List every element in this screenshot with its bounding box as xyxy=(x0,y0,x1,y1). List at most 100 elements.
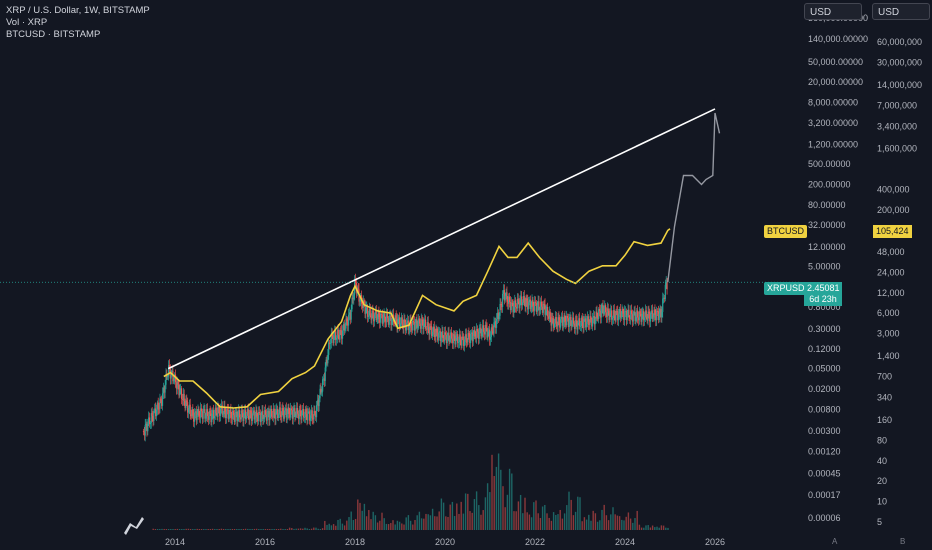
candle-body xyxy=(576,320,578,330)
volume-bar xyxy=(319,529,322,530)
volume-bar xyxy=(414,520,416,530)
candle-body xyxy=(502,290,505,294)
volume-bar xyxy=(192,529,194,530)
candle-body xyxy=(307,411,309,421)
candle-body xyxy=(548,311,550,319)
volume-bar xyxy=(394,524,396,530)
candle-body xyxy=(411,326,413,331)
candle-body xyxy=(605,305,607,313)
candle-body xyxy=(298,409,300,419)
candle-body xyxy=(216,413,218,418)
candle-body xyxy=(206,409,208,416)
candle-body xyxy=(640,313,642,322)
candle-body xyxy=(386,313,389,319)
candle-body xyxy=(238,410,240,417)
trendline xyxy=(167,108,716,370)
candle-body xyxy=(433,326,435,335)
volume-bar xyxy=(574,511,577,530)
candle-body xyxy=(347,314,350,326)
right-axis-label: 5 xyxy=(877,517,882,527)
candle-body xyxy=(546,306,548,311)
candle-body xyxy=(643,311,645,321)
volume-bar xyxy=(313,527,315,530)
left-axis-label: 200.00000 xyxy=(808,179,851,189)
candle-body xyxy=(237,416,239,421)
candle-body xyxy=(624,311,626,321)
candle-body xyxy=(540,301,542,310)
volume-bar xyxy=(486,483,489,530)
volume-bar xyxy=(381,512,383,530)
candle-body xyxy=(551,318,553,326)
candle-body xyxy=(395,315,397,320)
right-axis-label: 20 xyxy=(877,476,887,486)
candle-body xyxy=(650,310,653,315)
candle-body xyxy=(285,408,287,418)
right-axis-label: 400,000 xyxy=(877,185,910,195)
legend-symbol[interactable]: XRP / U.S. Dollar, 1W, BITSTAMP xyxy=(6,5,150,16)
legend-compare[interactable]: BTCUSD · BITSTAMP xyxy=(6,29,101,40)
candle-body xyxy=(143,431,145,436)
volume-bar xyxy=(354,518,357,530)
candle-body xyxy=(380,313,382,323)
volume-bar xyxy=(493,476,495,530)
candle-body xyxy=(196,414,198,421)
candle-body xyxy=(328,342,330,355)
volume-bar xyxy=(480,514,482,530)
volume-bar xyxy=(658,527,660,530)
candle-body xyxy=(282,408,284,411)
auto-scale-toggle[interactable]: A xyxy=(832,537,838,546)
candle-body xyxy=(228,413,230,420)
candle-body xyxy=(415,319,417,324)
candle-body xyxy=(508,296,511,302)
volume-bar xyxy=(181,529,183,530)
volume-bar xyxy=(500,469,502,530)
candle-body xyxy=(344,328,346,331)
left-price-axis: 360,000.00000140,000.0000050,000.0000020… xyxy=(808,13,868,523)
candle-body xyxy=(439,331,441,341)
candle-body xyxy=(376,318,378,321)
candle-body xyxy=(595,311,597,319)
volume-bar xyxy=(484,497,487,530)
left-currency-button[interactable]: USD xyxy=(804,3,862,20)
volume-bar xyxy=(409,520,412,530)
candle-body xyxy=(628,309,630,318)
volume-bar xyxy=(535,500,537,530)
volume-bar xyxy=(374,515,377,530)
right-currency-button[interactable]: USD xyxy=(872,3,930,20)
candle-body xyxy=(471,332,473,342)
candle-body xyxy=(397,318,399,327)
candle-body xyxy=(625,310,627,321)
candle-body xyxy=(262,410,264,420)
candle-body xyxy=(571,324,573,327)
volume-bar xyxy=(288,527,291,530)
candle-body xyxy=(265,414,267,421)
candle-body xyxy=(624,310,627,312)
candle-body xyxy=(457,342,460,343)
candle-body xyxy=(403,319,405,328)
volume-bar xyxy=(550,520,553,530)
candle-body xyxy=(337,329,339,336)
candle-body xyxy=(550,317,552,326)
legend-volume[interactable]: Vol · XRP xyxy=(6,17,48,28)
candle-body xyxy=(258,411,261,414)
volume-bar xyxy=(667,527,669,530)
right-scale-toggle[interactable]: B xyxy=(900,537,906,546)
candle-body xyxy=(544,304,546,315)
candle-body xyxy=(647,311,649,321)
volume-bar xyxy=(453,516,456,530)
left-axis-label: 0.00800 xyxy=(808,404,841,414)
volume-bar xyxy=(357,499,359,530)
candle-body xyxy=(410,320,412,327)
candle-body xyxy=(444,332,446,342)
candle-body xyxy=(399,323,402,327)
volume-bar xyxy=(596,521,599,530)
candle-body xyxy=(569,316,571,320)
candle-body xyxy=(505,292,507,296)
candle-body xyxy=(329,343,332,344)
candle-body xyxy=(338,335,340,340)
volume-bar xyxy=(451,501,454,530)
xrp-price: 2.45081 xyxy=(807,283,840,293)
candle-body xyxy=(253,410,255,420)
candle-body xyxy=(607,308,609,311)
